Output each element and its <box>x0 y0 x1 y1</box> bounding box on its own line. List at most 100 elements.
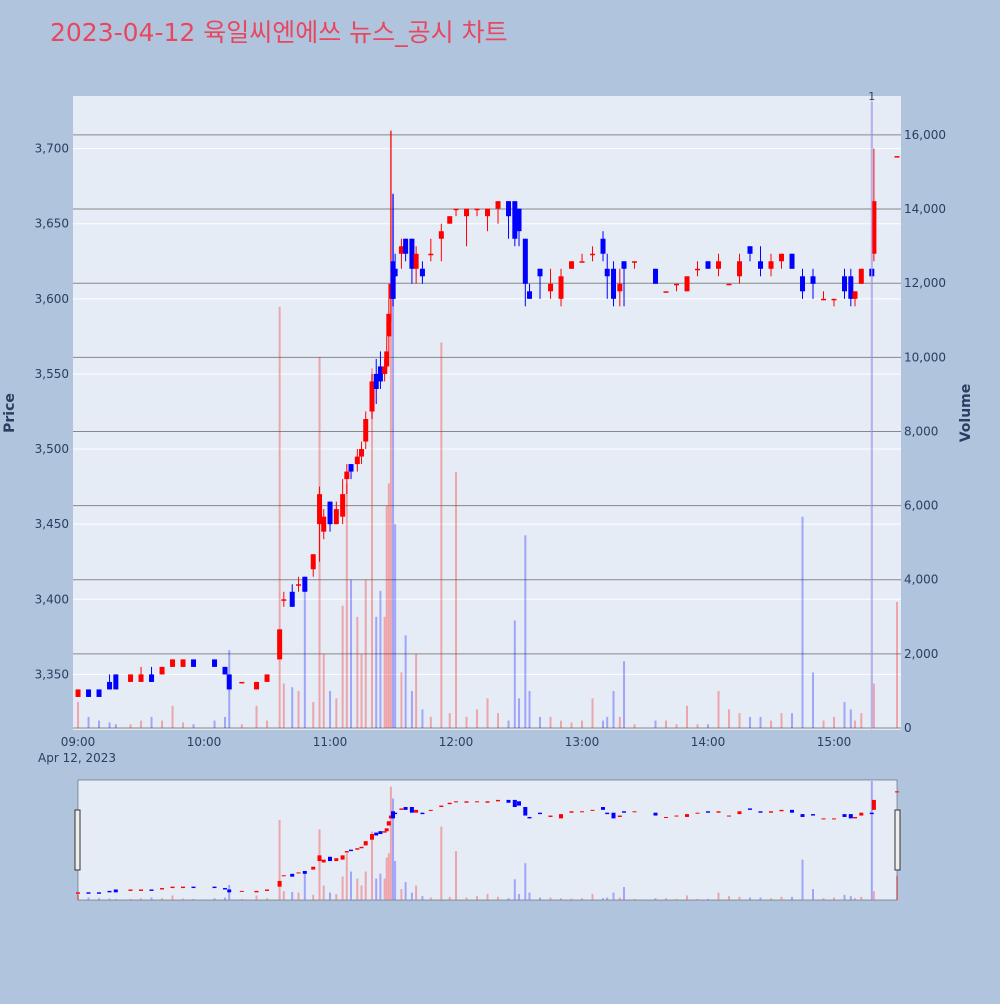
volume-bar <box>297 690 300 728</box>
volume-bar <box>896 601 899 728</box>
candle-body <box>522 238 528 284</box>
slider-candle <box>605 812 610 815</box>
x-tick-label: 15:00 <box>817 735 852 749</box>
volume-bar <box>303 591 306 728</box>
candle-body <box>413 253 419 269</box>
slider-candle <box>414 809 419 813</box>
candle-body <box>226 674 232 690</box>
volume-bar <box>392 194 395 728</box>
volume-bar <box>335 698 338 728</box>
volume-bar <box>87 716 90 728</box>
plot-bg <box>73 96 901 730</box>
volume-bar <box>513 620 516 728</box>
range-slider[interactable] <box>77 779 898 901</box>
volume-bar <box>329 690 332 728</box>
candle-body <box>170 659 176 667</box>
chart-title: 2023-04-12 육일씨엔에쓰 뉴스_공시 차트 <box>50 18 508 47</box>
slider-volume-bar <box>696 898 699 900</box>
slider-volume-bar <box>375 878 378 900</box>
slider-candle <box>538 812 542 815</box>
volume-bar <box>497 713 500 728</box>
volume-bar <box>833 716 836 728</box>
y-axis-title: Price <box>2 393 18 433</box>
slider-volume-bar <box>843 894 846 900</box>
volume-bar <box>518 698 521 728</box>
slider-candle <box>113 889 118 893</box>
volume-bar <box>738 713 741 728</box>
candle-body <box>310 554 316 570</box>
slider-volume-bar <box>335 894 338 900</box>
slider-volume-bar <box>618 897 621 900</box>
slider-volume-bar <box>329 892 331 900</box>
candle-body <box>212 659 218 667</box>
slider-volume-bar <box>192 898 195 900</box>
candle-body <box>348 464 354 472</box>
slider-volume-bar <box>341 876 344 900</box>
slider-handle-left[interactable] <box>74 809 81 871</box>
slider-volume-bar <box>140 898 142 900</box>
slider-candle <box>290 873 295 877</box>
slider-candle <box>428 809 433 811</box>
y2-tick-label: 8,000 <box>904 424 938 438</box>
volume-bar <box>707 724 710 728</box>
slider-candle <box>758 811 763 813</box>
slider-volume-bar <box>591 894 594 900</box>
candle-body <box>191 659 197 667</box>
slider-volume-bar <box>350 871 352 900</box>
volume-bar <box>440 342 443 728</box>
slider-candle <box>149 889 154 891</box>
volume-bar <box>560 720 563 728</box>
volume-bar <box>528 690 531 728</box>
volume-bar <box>486 698 489 728</box>
slider-candle <box>311 866 316 870</box>
slider-handle-right[interactable] <box>894 809 901 871</box>
slider-candle <box>359 846 364 849</box>
volume-bar <box>322 653 325 728</box>
slider-volume-bar <box>759 897 762 900</box>
volume-bar <box>524 535 527 728</box>
slider-volume-bar <box>560 898 562 900</box>
slider-candle <box>527 816 532 819</box>
candle-body <box>159 666 165 675</box>
slider-candle <box>439 805 444 808</box>
candle-body <box>537 268 543 277</box>
candle-body <box>149 674 155 682</box>
slider-candle <box>695 812 700 814</box>
slider-candle <box>393 812 398 815</box>
volume-bar <box>539 716 542 728</box>
candle-body <box>464 208 470 217</box>
slider-volume-bar <box>291 891 294 900</box>
slider-candle <box>664 816 668 818</box>
y-tick-label: 3,550 <box>35 367 69 381</box>
slider-candle <box>580 811 584 813</box>
slider-candle <box>601 807 605 810</box>
candle-body <box>390 261 396 299</box>
candle-body <box>842 276 848 292</box>
slider-candle <box>685 814 689 817</box>
slider-volume-bar <box>707 898 709 900</box>
slider-volume-bar <box>297 892 300 900</box>
slider-volume-bar <box>318 829 321 900</box>
slider-candle <box>769 811 773 813</box>
slider-volume-bar <box>150 897 153 900</box>
slider-volume-bar <box>161 898 163 900</box>
volume-bar <box>312 702 315 728</box>
slider-candle <box>674 815 679 817</box>
slider-volume-bar <box>728 896 730 900</box>
candle-body <box>800 276 806 292</box>
candle-body <box>789 253 795 269</box>
slider-volume-bar <box>749 897 751 900</box>
slider-volume-bar <box>738 896 741 900</box>
y-tick-label: 3,350 <box>35 667 69 681</box>
slider-candle <box>848 814 853 819</box>
candle-body <box>600 238 606 254</box>
slider-volume-bar <box>606 897 609 900</box>
slider-volume-bar <box>322 885 325 900</box>
x-date-label: Apr 12, 2023 <box>38 751 116 765</box>
slider-volume-bar <box>476 896 478 900</box>
slider-candle <box>223 888 227 890</box>
candle-body <box>474 208 480 211</box>
volume-bar <box>623 661 626 728</box>
candle-body <box>75 689 81 697</box>
slider-candle <box>611 812 616 819</box>
